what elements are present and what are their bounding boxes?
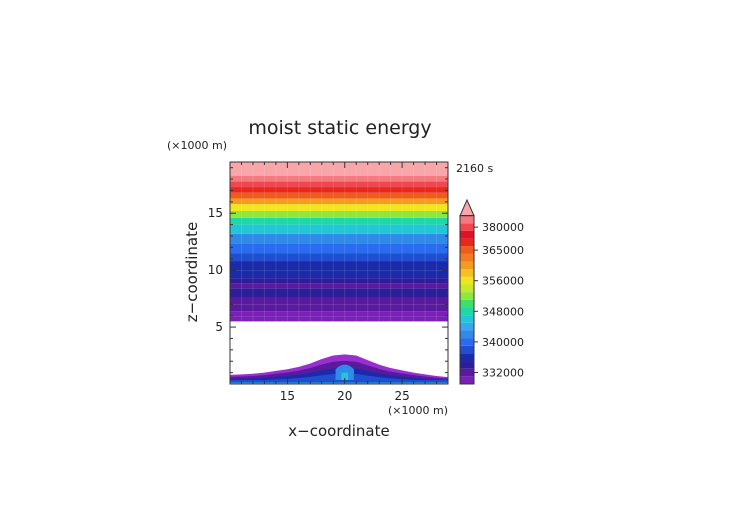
colorbar-label: 356000 — [482, 275, 524, 288]
colorbar-segment — [460, 361, 474, 369]
colorbar-label: 340000 — [482, 336, 524, 349]
x-tick-label: 15 — [280, 389, 295, 403]
surface-layer — [230, 380, 448, 384]
field-layer — [230, 278, 448, 284]
field-layer — [230, 288, 448, 298]
field-layer — [230, 270, 448, 279]
colorbar-extend-arrow — [459, 198, 475, 217]
colorbar-segment — [460, 353, 474, 362]
colorbar-frame — [459, 215, 475, 385]
colorbar-segment — [460, 253, 474, 262]
colorbar-segment — [460, 246, 474, 254]
colorbar-label: 380000 — [482, 221, 524, 234]
terrain — [230, 354, 448, 384]
plot-area — [230, 162, 448, 322]
colorbar-segment — [460, 376, 474, 384]
y-axis-label: z−coordinate — [183, 222, 201, 322]
y-unit-label: (×1000 m) — [167, 139, 227, 152]
colorbar-segment — [460, 345, 474, 354]
colorbar-segment — [460, 276, 474, 285]
field-layer — [230, 217, 448, 225]
field-layer — [230, 304, 448, 312]
x-tick-label: 20 — [337, 389, 352, 403]
x-unit-label: (×1000 m) — [388, 404, 448, 417]
field-layer — [230, 198, 448, 205]
field-layer — [230, 261, 448, 271]
colorbar-segment — [460, 223, 474, 231]
colorbar-label: 348000 — [482, 305, 524, 318]
colorbar-segment — [460, 307, 474, 316]
plot-frame — [229, 161, 449, 385]
colorbar-segment — [460, 230, 474, 239]
colorbar-label: 365000 — [482, 244, 524, 257]
colorbar-segment — [460, 292, 474, 300]
colorbar-segment — [460, 238, 474, 247]
time-label: 2160 s — [456, 162, 493, 175]
colorbar-segment — [460, 315, 474, 323]
field-layer — [230, 187, 448, 193]
colorbar-label: 332000 — [482, 367, 524, 380]
y-tick-label: 5 — [215, 320, 223, 334]
surface-layer — [230, 382, 448, 384]
colorbar-segment — [460, 284, 474, 293]
field-layer — [230, 204, 448, 211]
chart-title: moist static energy — [248, 117, 431, 139]
colorbar-segment — [460, 269, 474, 277]
colorbar-segment — [460, 330, 474, 339]
x-axis-label: x−coordinate — [288, 422, 389, 440]
colorbar-segment — [460, 338, 474, 346]
field-layer — [230, 233, 448, 244]
field-layer — [230, 253, 448, 262]
field-layer — [230, 192, 448, 199]
field-layer — [230, 175, 448, 182]
colorbar-segment — [460, 299, 474, 308]
y-tick-label: 10 — [208, 263, 223, 277]
field-layer — [230, 243, 448, 254]
field-layer — [230, 224, 448, 234]
field-layer — [230, 162, 448, 176]
field-layer — [230, 181, 448, 188]
colorbar-segment — [460, 261, 474, 270]
x-tick-label: 25 — [394, 389, 409, 403]
field-layer — [230, 316, 448, 322]
field-layer — [230, 210, 448, 218]
colorbar: 380000 365000 356000 348000 340000 332000 — [459, 198, 524, 385]
field-layer — [230, 283, 448, 289]
colorbar-segment — [460, 368, 474, 377]
colorbar-segment — [460, 322, 474, 331]
field-layer — [230, 297, 448, 305]
field-layer — [230, 311, 448, 317]
colorbar-segment — [460, 215, 474, 224]
y-tick-label: 15 — [208, 206, 223, 220]
axes: 15 20 25 5 10 15 — [208, 161, 449, 403]
